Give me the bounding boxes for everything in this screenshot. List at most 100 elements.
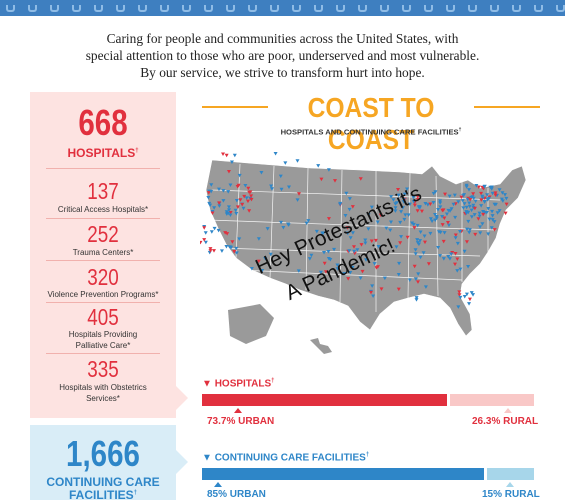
continuing-care-marker — [399, 235, 404, 239]
continuing-care-marker — [347, 207, 352, 212]
continuing-care-marker — [486, 232, 491, 236]
band-motif — [534, 5, 543, 12]
continuing-care-marker — [469, 208, 474, 213]
divider — [46, 353, 160, 354]
hospital-marker — [297, 192, 302, 196]
hospital-marker — [358, 177, 363, 181]
band-motif — [204, 5, 213, 12]
continuing-care-marker — [394, 201, 399, 205]
continuing-care-marker — [469, 291, 474, 295]
hospitals-bar-heading: ▼ HOSPITALS† — [202, 378, 275, 390]
continuing-care-marker — [447, 194, 452, 199]
hospitals-bar-label: HOSPITALS — [214, 378, 272, 390]
continuing-care-label-2-wrap: FACILITIES† — [68, 488, 137, 500]
band-motif — [358, 5, 367, 12]
hospital-marker — [379, 287, 384, 291]
continuing-care-marker — [500, 191, 505, 195]
hospital-marker — [236, 183, 241, 188]
continuing-care-panel: 1,666 CONTINUING CARE FACILITIES† — [30, 425, 176, 500]
continuing-care-marker — [490, 191, 495, 196]
continuing-bar — [202, 468, 534, 480]
hospital-marker — [415, 280, 420, 284]
continuing-care-marker — [461, 194, 466, 198]
continuing-care-marker — [382, 276, 387, 281]
continuing-care-marker — [232, 153, 237, 158]
hospitals-bar — [202, 394, 534, 406]
continuing-care-marker — [411, 199, 416, 204]
stat-label-critical-access: Critical Access Hospitals* — [57, 205, 149, 214]
continuing-care-marker — [406, 213, 411, 217]
hospital-marker — [415, 195, 420, 199]
continuing-care-marker — [228, 246, 233, 250]
continuing-care-marker — [467, 201, 472, 206]
continuing-rural-segment — [487, 468, 534, 480]
continuing-care-marker — [338, 202, 343, 207]
hospital-marker — [206, 191, 211, 195]
continuing-care-marker — [497, 209, 502, 213]
continuing-care-marker — [414, 296, 419, 300]
continuing-care-marker — [436, 207, 441, 212]
continuing-care-marker — [466, 265, 471, 269]
continuing-care-marker — [416, 205, 421, 209]
continuing-care-marker — [393, 206, 398, 210]
band-motif — [336, 5, 345, 12]
hospital-marker — [226, 169, 231, 174]
hospital-marker — [373, 238, 378, 243]
continuing-care-marker — [428, 231, 433, 236]
hospital-marker — [208, 247, 213, 251]
hospital-marker — [445, 221, 450, 225]
continuing-care-marker — [363, 238, 368, 243]
continuing-care-marker — [433, 190, 438, 194]
hospitals-stats-panel: 668 HOSPITALS† 137 Critical Access Hospi… — [30, 92, 176, 418]
continuing-care-marker — [364, 258, 369, 262]
continuing-care-marker — [487, 217, 492, 222]
hospital-marker — [453, 262, 458, 267]
continuing-care-marker — [489, 226, 494, 230]
continuing-care-marker — [421, 251, 426, 255]
divider — [46, 218, 160, 219]
continuing-care-marker — [263, 256, 268, 261]
title-rule-left — [202, 106, 268, 108]
hospital-marker — [369, 239, 374, 243]
continuing-care-marker — [414, 298, 419, 302]
hospital-marker — [359, 243, 364, 247]
band-motif — [28, 5, 37, 12]
continuing-care-marker — [467, 188, 472, 192]
hospital-marker — [467, 297, 472, 302]
continuing-care-marker — [438, 254, 443, 258]
continuing-care-marker — [499, 197, 504, 202]
continuing-care-marker — [375, 220, 380, 224]
hospital-marker — [412, 203, 417, 208]
hospital-marker — [443, 192, 448, 197]
continuing-care-marker — [402, 217, 407, 222]
continuing-care-marker — [209, 230, 214, 234]
band-motif — [116, 5, 125, 12]
continuing-care-marker — [462, 202, 467, 206]
continuing-care-marker — [401, 198, 406, 202]
stat-label-obstetrics: Hospitals with Obstetrics Services* — [59, 383, 147, 403]
hospital-marker — [346, 277, 351, 281]
continuing-care-marker — [431, 200, 436, 205]
continuing-care-marker — [371, 294, 376, 298]
stat-label-trauma: Trauma Centers* — [72, 248, 134, 257]
hospitals-total-label: HOSPITALS — [67, 146, 136, 160]
continuing-care-marker — [495, 211, 500, 215]
continuing-care-total: 1,666 — [66, 433, 140, 474]
continuing-care-marker — [279, 187, 284, 192]
hospital-marker — [412, 226, 417, 230]
continuing-care-marker — [503, 193, 508, 197]
continuing-care-marker — [347, 249, 352, 253]
continuing-care-marker — [490, 214, 495, 218]
continuing-care-marker — [394, 245, 399, 249]
continuing-care-marker — [403, 213, 408, 217]
intro-line-2: special attention to those who are poor,… — [85, 48, 480, 63]
continuing-care-marker — [314, 229, 319, 234]
band-motif — [248, 5, 257, 12]
continuing-care-marker — [467, 228, 472, 232]
hospital-marker — [476, 185, 481, 189]
continuing-care-marker — [209, 183, 214, 187]
band-motif — [446, 5, 455, 12]
continuing-care-marker — [490, 209, 495, 214]
rural-tick-icon — [504, 408, 512, 413]
continuing-care-marker — [474, 184, 479, 188]
